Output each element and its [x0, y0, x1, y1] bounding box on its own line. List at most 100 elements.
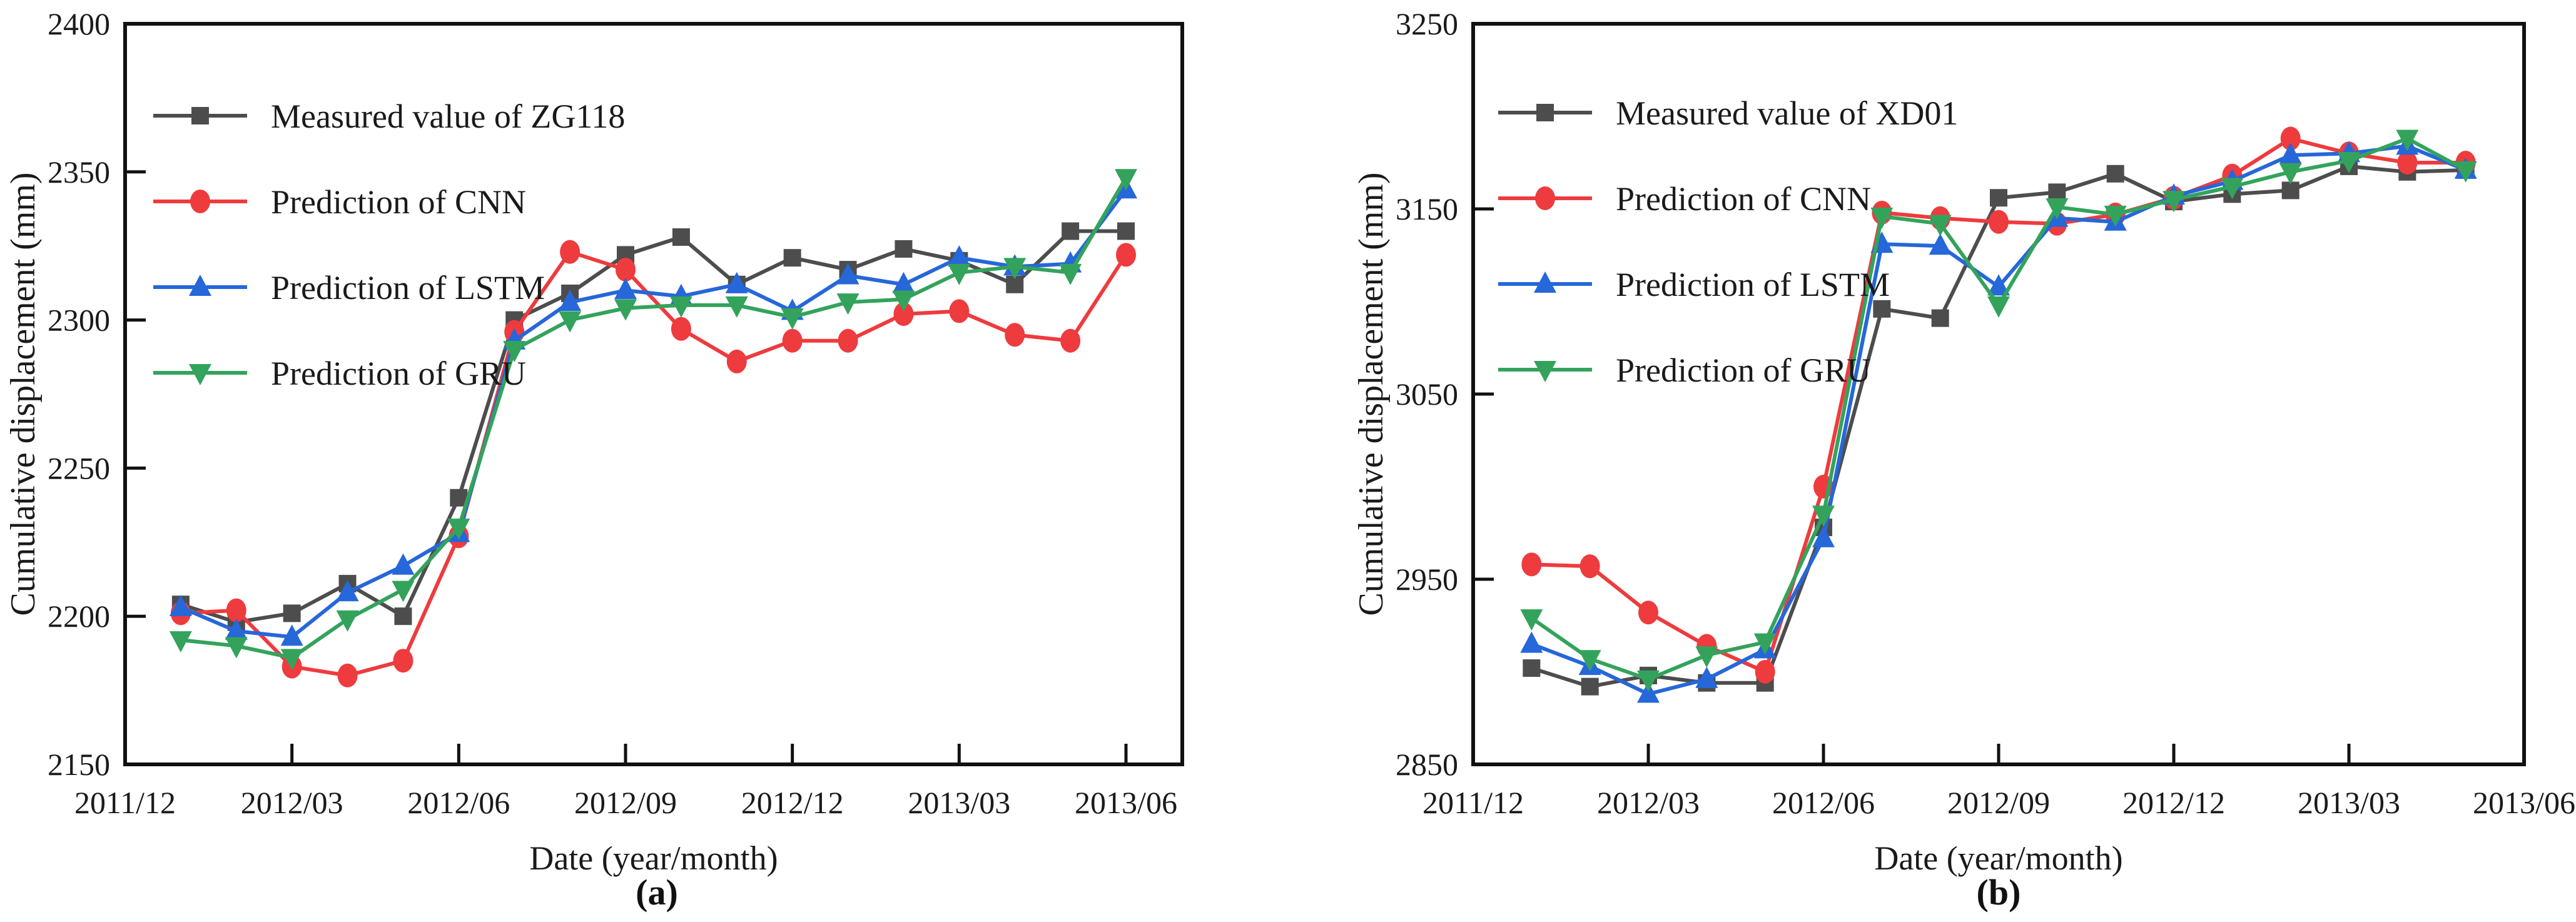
figure-panel-a: 2150 2200 2250 2300 2350 2400 2011/12 2012/03 20… [4, 6, 1184, 913]
series-line-triangle-down [178, 176, 1128, 660]
legend-item-label: Prediction of LSTM [1616, 266, 1890, 303]
series-marker-triangle-down [1115, 169, 1137, 191]
x-axis-title: Date (year/month) [529, 839, 778, 877]
series-marker-circle [726, 349, 747, 373]
x-tick-label: 2011/12 [74, 785, 176, 820]
series-marker-triangle-up [225, 618, 248, 640]
series-marker-triangle-up [392, 553, 415, 575]
plot-border-b [1471, 22, 2526, 766]
series-marker-triangle-down [781, 308, 804, 330]
series-marker-triangle-down [1578, 650, 1601, 672]
series-marker-triangle-up [1637, 681, 1660, 703]
series-marker-triangle-down [2279, 163, 2302, 185]
legend-swatch-marker [1534, 361, 1556, 382]
legend-swatch-marker [189, 364, 211, 385]
series-marker-circle [337, 663, 358, 687]
x-tick-label: 2012/09 [574, 785, 677, 820]
x-tick-label: 2012/06 [1772, 785, 1875, 820]
series-marker-square [895, 240, 913, 258]
series-marker-triangle-down [169, 631, 192, 653]
series-marker-triangle-up [169, 594, 192, 616]
y-tick-label: 2350 [48, 155, 110, 190]
y-tick-label: 2200 [48, 599, 110, 634]
series-marker-square [283, 604, 301, 622]
caption-a: (a) [636, 872, 678, 913]
series-marker-triangle-down [2046, 198, 2069, 220]
x-tick-label: 2012/03 [241, 785, 343, 820]
caption-b: (b) [1976, 872, 2021, 913]
legend-swatch-marker [191, 107, 209, 124]
series-marker-triangle-up [559, 290, 582, 312]
x-tick-label: 2012/12 [741, 785, 844, 820]
series-marker-triangle-down [1059, 263, 1082, 285]
series-marker-square [1117, 222, 1135, 240]
series-marker-triangle-up [1812, 525, 1835, 547]
series-marker-circle [1116, 243, 1136, 267]
series-line-square [1529, 164, 2468, 689]
series-marker-square [1873, 300, 1891, 318]
y-tick-label: 2300 [48, 303, 110, 338]
series-marker-square [394, 607, 412, 626]
series-marker-square [2048, 183, 2066, 201]
x-tick-label: 2012/12 [2122, 785, 2225, 820]
series-marker-triangle-down [1870, 207, 1894, 229]
series-marker-triangle-down [447, 519, 470, 540]
legend-item-label: Prediction of CNN [1616, 180, 1871, 218]
series-marker-square [1523, 659, 1541, 677]
series-marker-circle [1989, 210, 2009, 234]
legend-swatch-marker [1535, 186, 1555, 210]
legend-swatch-marker [190, 190, 210, 213]
series-marker-triangle-up [2279, 143, 2302, 165]
series-marker-circle [782, 328, 803, 353]
series-marker-triangle-down [2454, 161, 2477, 183]
legend-item-label: Prediction of GRU [1616, 352, 1871, 389]
series-line-triangle-up [178, 188, 1128, 639]
series-marker-triangle-up [1929, 233, 1952, 255]
y-tick-label: 3250 [1396, 6, 1458, 41]
series-marker-triangle-down [2396, 129, 2419, 151]
series-marker-circle [949, 299, 970, 323]
series-marker-square [1581, 677, 1599, 696]
chart-b-canvas: 2850 2950 3050 3150 3250 2011/12 2012/03 2012/0… [1352, 6, 2575, 877]
x-tick-label: 2013/06 [2473, 785, 2575, 820]
series-marker-triangle-up [336, 580, 359, 602]
series-marker-circle [226, 598, 246, 622]
x-tick-label: 2012/09 [1947, 785, 2050, 820]
series-marker-circle [2397, 151, 2418, 175]
x-tick-label: 2011/12 [1422, 785, 1524, 820]
series-marker-circle [1060, 328, 1081, 353]
series-marker-triangle-down [1929, 215, 1952, 236]
series-marker-circle [893, 302, 914, 327]
series-marker-square [1062, 222, 1080, 240]
legend-swatch-marker [189, 275, 211, 296]
series-marker-triangle-down [1987, 296, 2010, 318]
series-marker-circle [1580, 554, 1600, 579]
series-marker-triangle-down [2221, 178, 2244, 200]
series-marker-triangle-down [725, 296, 748, 318]
series-marker-triangle-up [948, 245, 971, 267]
series-marker-triangle-up [1987, 274, 2010, 296]
series-marker-triangle-down [225, 637, 248, 659]
y-axis-title: Cumulative displacement (mm) [4, 172, 43, 616]
series-marker-circle [560, 240, 581, 264]
series-marker-triangle-down [559, 311, 582, 333]
x-tick-label: 2013/06 [1075, 785, 1177, 820]
y-axis-title: Cumulative displacement (mm) [1352, 172, 1391, 616]
series-marker-circle [671, 317, 691, 341]
chart-a-canvas: 2150 2200 2250 2300 2350 2400 2011/12 2012/03 20… [4, 6, 1184, 877]
series-marker-triangle-down [1520, 609, 1543, 631]
series-marker-triangle-down [280, 649, 303, 671]
series-marker-triangle-down [614, 299, 637, 321]
series-marker-triangle-down [836, 293, 860, 315]
series-marker-triangle-down [2163, 191, 2185, 213]
series-marker-triangle-up [1695, 666, 1718, 688]
x-tick-label: 2013/03 [908, 785, 1010, 820]
series-marker-triangle-down [392, 580, 415, 602]
series-marker-square [2106, 165, 2124, 183]
series-marker-triangle-down [503, 340, 526, 362]
legend-item-label: Prediction of CNN [271, 183, 526, 221]
legend-item-label: Measured value of ZG118 [271, 98, 625, 135]
series-marker-triangle-down [336, 610, 359, 632]
legend-swatch-marker [1536, 104, 1554, 121]
series-marker-triangle-down [1812, 505, 1835, 527]
